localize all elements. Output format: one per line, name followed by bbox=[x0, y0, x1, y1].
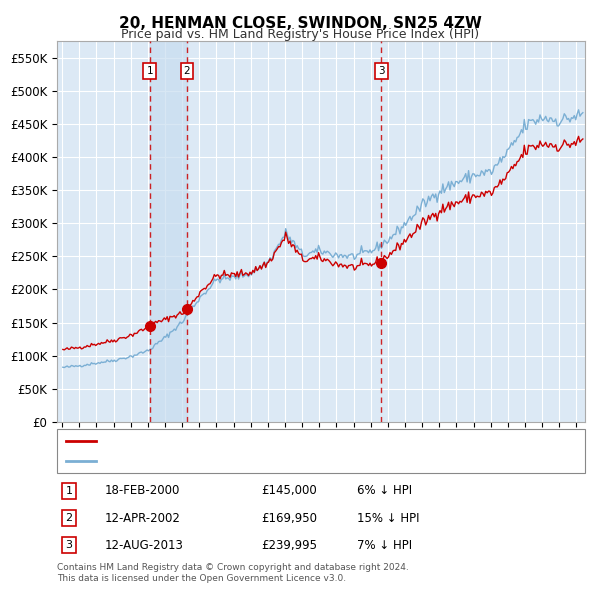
Text: 3: 3 bbox=[378, 66, 385, 76]
Text: 18-FEB-2000: 18-FEB-2000 bbox=[105, 484, 181, 497]
Text: £145,000: £145,000 bbox=[261, 484, 317, 497]
Text: 15% ↓ HPI: 15% ↓ HPI bbox=[357, 512, 419, 525]
Text: 20, HENMAN CLOSE, SWINDON, SN25 4ZW (detached house): 20, HENMAN CLOSE, SWINDON, SN25 4ZW (det… bbox=[102, 437, 443, 446]
Text: 12-APR-2002: 12-APR-2002 bbox=[105, 512, 181, 525]
Bar bbox=[150, 41, 187, 422]
Text: 3: 3 bbox=[65, 540, 73, 550]
Text: 7% ↓ HPI: 7% ↓ HPI bbox=[357, 539, 412, 552]
Text: 6% ↓ HPI: 6% ↓ HPI bbox=[357, 484, 412, 497]
Text: 20, HENMAN CLOSE, SWINDON, SN25 4ZW: 20, HENMAN CLOSE, SWINDON, SN25 4ZW bbox=[119, 16, 481, 31]
Text: HPI: Average price, detached house, Swindon: HPI: Average price, detached house, Swin… bbox=[102, 456, 356, 466]
Text: This data is licensed under the Open Government Licence v3.0.: This data is licensed under the Open Gov… bbox=[57, 573, 346, 583]
Text: 2: 2 bbox=[184, 66, 190, 76]
Text: 1: 1 bbox=[65, 486, 73, 496]
Text: Contains HM Land Registry data © Crown copyright and database right 2024.: Contains HM Land Registry data © Crown c… bbox=[57, 563, 409, 572]
Text: 1: 1 bbox=[146, 66, 153, 76]
Text: 12-AUG-2013: 12-AUG-2013 bbox=[105, 539, 184, 552]
Text: £239,995: £239,995 bbox=[261, 539, 317, 552]
Text: Price paid vs. HM Land Registry's House Price Index (HPI): Price paid vs. HM Land Registry's House … bbox=[121, 28, 479, 41]
Text: £169,950: £169,950 bbox=[261, 512, 317, 525]
Text: 2: 2 bbox=[65, 513, 73, 523]
